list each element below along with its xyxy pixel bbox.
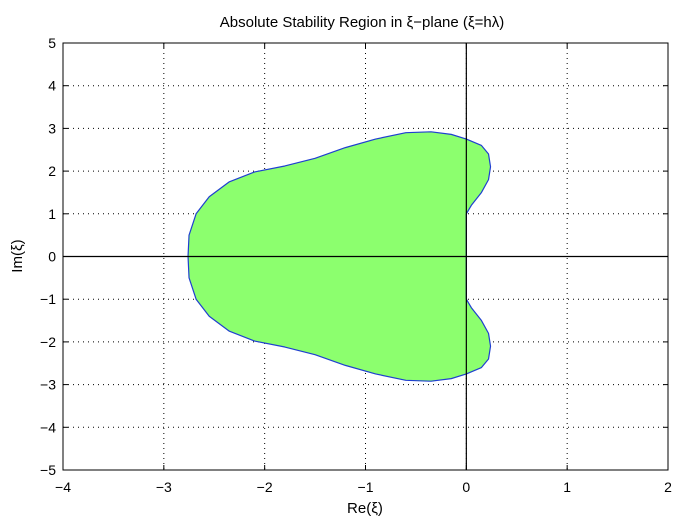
y-tick-label: −5: [40, 462, 56, 478]
y-tick-label: 2: [48, 163, 56, 179]
x-tick-label: 2: [664, 479, 672, 495]
x-tick-label: −1: [358, 479, 374, 495]
chart-title: Absolute Stability Region in ξ−plane (ξ=…: [220, 14, 504, 31]
x-tick-label: 0: [462, 479, 470, 495]
x-axis-label: Re(ξ): [347, 500, 383, 517]
y-axis-label: Im(ξ): [9, 239, 26, 272]
y-tick-label: −3: [40, 377, 56, 393]
y-tick-label: 3: [48, 120, 56, 136]
y-tick-label: 0: [48, 249, 56, 265]
y-tick-labels: −5 −4 −3 −2 −1 0 1 2 3 4 5: [40, 35, 56, 478]
x-tick-label: −2: [257, 479, 273, 495]
tick-marks: [62, 42, 669, 471]
y-tick-label: 5: [48, 35, 56, 51]
x-tick-label: 1: [563, 479, 571, 495]
x-tick-labels: −4 −3 −2 −1 0 1 2: [55, 479, 672, 495]
x-tick-label: −3: [156, 479, 172, 495]
y-tick-label: 1: [48, 206, 56, 222]
y-tick-label: −1: [40, 291, 56, 307]
y-tick-label: −4: [40, 419, 56, 435]
y-tick-label: −2: [40, 334, 56, 350]
y-tick-label: 4: [48, 78, 56, 94]
reference-lines: [63, 43, 668, 470]
x-tick-label: −4: [55, 479, 71, 495]
